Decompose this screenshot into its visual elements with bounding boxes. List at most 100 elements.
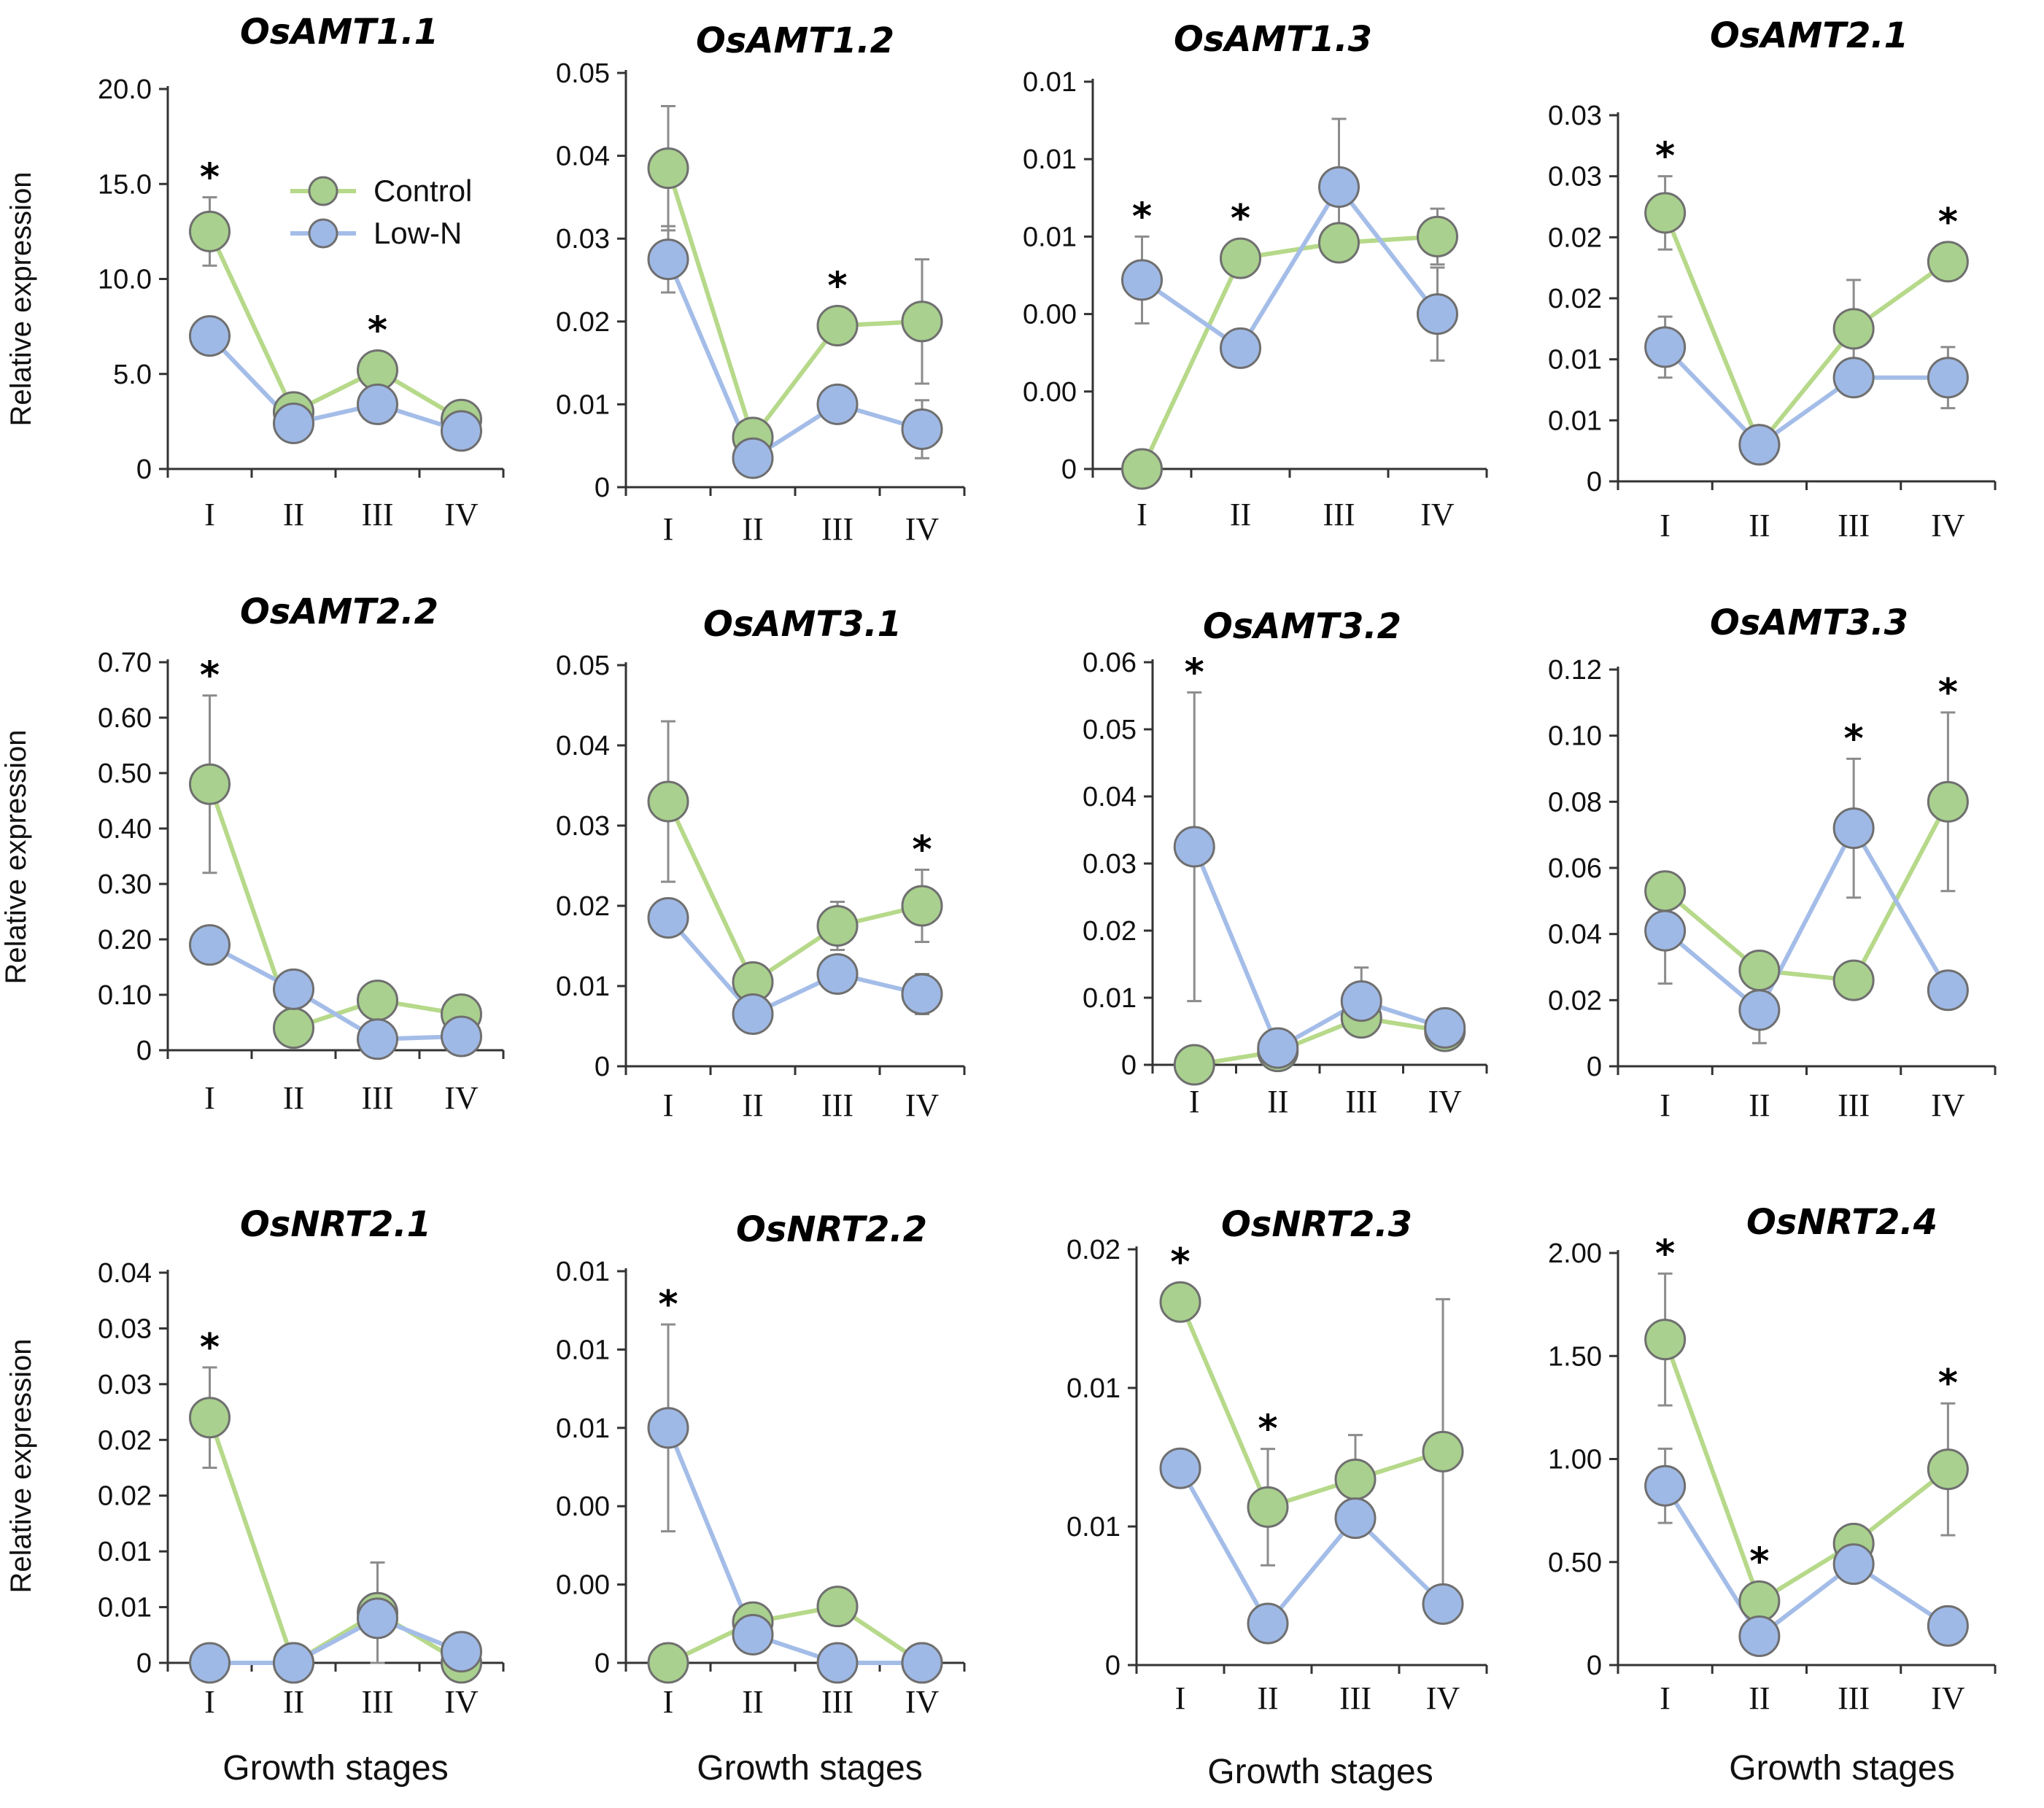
data-point-low-n bbox=[273, 1642, 314, 1684]
data-point-control bbox=[1422, 1430, 1464, 1473]
y-tick-label: 0 bbox=[595, 1052, 610, 1082]
chart-title: OsAMT3.2 bbox=[1203, 606, 1401, 647]
y-tick-label: 0.02 bbox=[556, 891, 610, 922]
y-tick-label: 0.03 bbox=[1083, 849, 1137, 880]
data-point-control bbox=[1927, 780, 1969, 823]
data-point-low-n bbox=[647, 897, 689, 939]
data-point-low-n bbox=[1644, 326, 1687, 368]
y-tick-label: 0.01 bbox=[1023, 144, 1077, 175]
y-tick-label: 0 bbox=[1587, 1650, 1602, 1681]
x-tick-label: IV bbox=[1428, 1084, 1463, 1120]
x-tick-label: IV bbox=[905, 511, 940, 547]
y-tick-label: 0.01 bbox=[556, 1335, 610, 1365]
y-tick-label: 20.0 bbox=[98, 74, 152, 105]
chart-title: OsAMT1.2 bbox=[696, 20, 894, 61]
y-tick-label: 0 bbox=[136, 1036, 152, 1066]
x-tick-label: I bbox=[1660, 508, 1671, 543]
significance-star: * bbox=[827, 264, 847, 308]
data-point-control bbox=[816, 1586, 859, 1628]
x-tick-label: I bbox=[1137, 497, 1147, 532]
data-point-low-n bbox=[732, 437, 774, 479]
data-point-control bbox=[1738, 950, 1781, 992]
x-tick-label: II bbox=[1257, 1680, 1278, 1716]
data-point-low-n bbox=[1644, 909, 1687, 952]
data-point-low-n bbox=[189, 315, 231, 357]
y-tick-label: 0 bbox=[136, 1648, 152, 1679]
legend-label: Low-N bbox=[373, 216, 462, 250]
data-point-control bbox=[1159, 1281, 1201, 1323]
data-point-low-n bbox=[647, 1407, 689, 1449]
data-point-low-n bbox=[1738, 1615, 1781, 1657]
data-point-control bbox=[1247, 1486, 1289, 1528]
significance-star: * bbox=[1132, 195, 1152, 238]
x-tick-label: IV bbox=[444, 1684, 479, 1720]
x-tick-label: I bbox=[663, 511, 674, 547]
x-tick-label: IV bbox=[1931, 1087, 1965, 1123]
y-tick-label: 0.03 bbox=[98, 1314, 152, 1344]
data-point-low-n bbox=[1257, 1027, 1299, 1069]
y-tick-label: 0.01 bbox=[556, 389, 610, 420]
series-line-control bbox=[666, 800, 923, 985]
data-point-control bbox=[357, 979, 398, 1022]
data-point-control bbox=[1318, 222, 1360, 264]
legend-marker bbox=[308, 176, 338, 206]
data-point-low-n bbox=[1173, 826, 1215, 868]
chart-panel-osamt1-1: OsAMT1.105.010.015.020.0I II III IVRelative… bbox=[5, 12, 505, 532]
x-tick-label: II bbox=[742, 1684, 763, 1720]
x-axis-label: Growth stages bbox=[697, 1749, 922, 1788]
x-tick-label: III bbox=[821, 1087, 853, 1123]
significance-star: * bbox=[1844, 717, 1864, 761]
significance-star: * bbox=[200, 1326, 220, 1370]
series-line-control bbox=[1662, 212, 1950, 449]
x-tick-label: I bbox=[204, 1684, 215, 1720]
x-tick-label: II bbox=[283, 1684, 304, 1720]
x-tick-label: IV bbox=[1420, 497, 1455, 532]
series-line-low-n bbox=[1140, 183, 1439, 352]
chart-panel-osamt2-1: OsAMT2.100.010.010.020.020.030.03I II III I… bbox=[1548, 15, 1997, 543]
y-tick-label: 0.01 bbox=[98, 1593, 152, 1623]
data-point-control bbox=[816, 304, 859, 346]
series-line-low-n bbox=[1192, 845, 1446, 1052]
x-tick-label: I bbox=[1175, 1680, 1186, 1716]
y-tick-label: 0.01 bbox=[1023, 67, 1077, 98]
y-tick-label: 0.05 bbox=[1083, 715, 1137, 745]
series-line-control bbox=[1193, 1015, 1446, 1067]
data-point-low-n bbox=[732, 993, 774, 1035]
y-tick-label: 0 bbox=[1587, 1052, 1602, 1082]
y-tick-label: 0.03 bbox=[556, 224, 610, 255]
data-point-low-n bbox=[1832, 807, 1875, 850]
data-point-low-n bbox=[1334, 1497, 1377, 1540]
data-point-low-n bbox=[1738, 989, 1781, 1031]
y-tick-label: 0.04 bbox=[556, 731, 610, 761]
y-tick-label: 15.0 bbox=[98, 169, 152, 200]
y-tick-label: 0.01 bbox=[1066, 1373, 1120, 1404]
x-tick-label: III bbox=[1339, 1680, 1371, 1716]
y-axis-label: Relative expression bbox=[5, 1338, 37, 1593]
y-tick-label: 0.60 bbox=[98, 703, 152, 734]
y-tick-label: 0.08 bbox=[1548, 787, 1602, 818]
data-point-low-n bbox=[901, 408, 943, 450]
data-point-control bbox=[189, 1397, 231, 1439]
data-point-control bbox=[647, 1642, 689, 1684]
data-point-low-n bbox=[357, 1018, 398, 1060]
y-tick-label: 0.30 bbox=[98, 869, 152, 900]
y-tick-label: 0.03 bbox=[556, 811, 610, 842]
y-tick-label: 0.05 bbox=[556, 58, 610, 89]
significance-star: * bbox=[200, 654, 220, 698]
y-tick-label: 0.01 bbox=[98, 1537, 152, 1567]
y-tick-label: 0.06 bbox=[1083, 648, 1137, 678]
x-tick-label: II bbox=[1267, 1084, 1288, 1120]
x-tick-label: III bbox=[362, 1080, 394, 1116]
significance-star: * bbox=[1938, 201, 1958, 244]
x-tick-label: IV bbox=[1426, 1680, 1460, 1716]
y-tick-label: 0.00 bbox=[1023, 300, 1077, 330]
y-tick-label: 0.04 bbox=[1548, 920, 1602, 950]
y-tick-label: 0.10 bbox=[98, 980, 152, 1011]
x-tick-label: II bbox=[742, 1087, 763, 1123]
significance-star: * bbox=[368, 309, 387, 353]
chart-panel-osamt2-2: OsAMT2.200.100.200.300.400.500.600.70I II… bbox=[0, 591, 505, 1116]
data-point-low-n bbox=[441, 410, 482, 452]
data-point-low-n bbox=[901, 973, 943, 1015]
y-tick-label: 0.40 bbox=[98, 814, 152, 845]
series-line-control bbox=[667, 1604, 924, 1665]
